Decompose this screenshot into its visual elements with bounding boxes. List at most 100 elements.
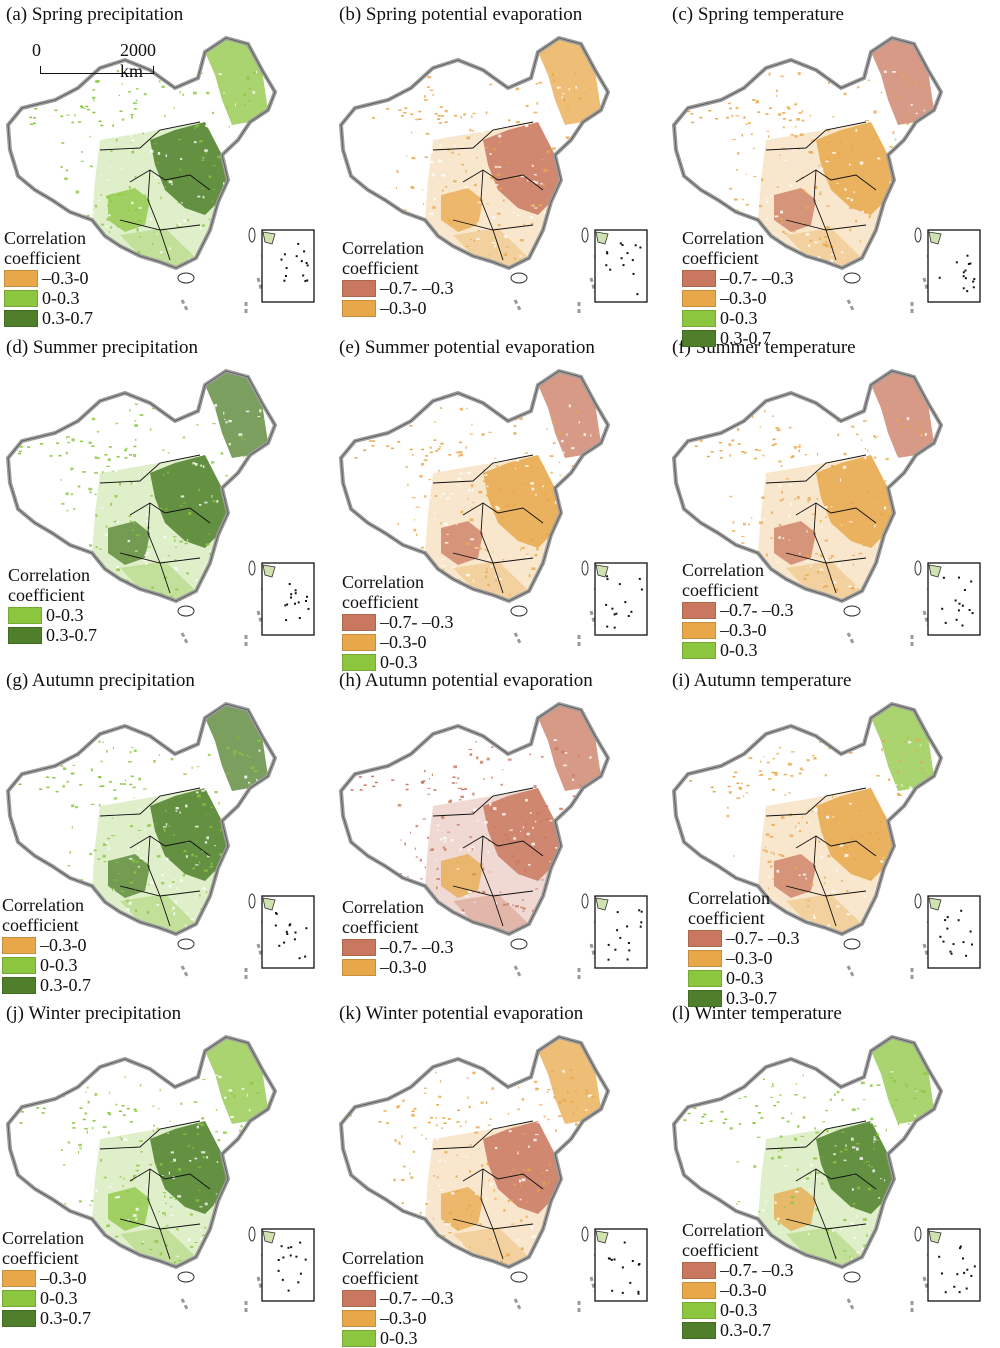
raster-pixel (788, 792, 791, 794)
raster-pixel (198, 1166, 201, 1168)
raster-pixel (815, 1208, 819, 1211)
raster-pixel (870, 877, 873, 880)
raster-pixel (467, 1085, 470, 1089)
raster-pixel (459, 1083, 464, 1086)
raster-pixel (214, 404, 218, 407)
raster-pixel (793, 446, 797, 448)
raster-pixel (121, 919, 123, 923)
raster-pixel (502, 769, 504, 771)
raster-pixel (94, 456, 98, 459)
raster-pixel (727, 461, 731, 463)
raster-pixel (101, 119, 105, 121)
raster-pixel (188, 1144, 190, 1147)
inset-island (290, 593, 293, 596)
raster-pixel (833, 581, 837, 584)
raster-pixel (811, 139, 815, 142)
raster-pixel (810, 883, 814, 887)
raster-pixel (220, 452, 224, 455)
raster-pixel (441, 1235, 446, 1237)
raster-pixel (383, 1110, 387, 1112)
raster-pixel (566, 555, 571, 557)
raster-pixel (134, 424, 138, 427)
raster-pixel (683, 1119, 687, 1121)
raster-pixel (200, 590, 204, 592)
raster-pixel (407, 876, 409, 878)
raster-pixel (204, 841, 208, 844)
raster-pixel (459, 472, 463, 475)
raster-pixel (877, 436, 879, 438)
raster-pixel (561, 159, 565, 162)
raster-pixel (589, 904, 591, 908)
raster-pixel (839, 1150, 843, 1153)
raster-pixel (19, 446, 23, 448)
raster-pixel (409, 464, 414, 466)
raster-pixel (117, 935, 121, 938)
raster-pixel (772, 438, 776, 441)
inset-island (302, 274, 305, 277)
raster-pixel (156, 792, 159, 796)
raster-pixel (541, 755, 544, 758)
raster-pixel (83, 108, 86, 110)
raster-pixel (564, 137, 566, 140)
raster-pixel (572, 1165, 575, 1168)
raster-pixel (878, 230, 883, 233)
raster-pixel (577, 1187, 580, 1190)
raster-pixel (229, 220, 233, 223)
raster-pixel (572, 774, 575, 777)
raster-pixel (836, 182, 839, 184)
raster-pixel (395, 187, 397, 190)
raster-pixel (767, 887, 770, 890)
raster-pixel (543, 836, 547, 839)
raster-pixel (495, 575, 498, 578)
raster-pixel (485, 1101, 488, 1104)
raster-pixel (735, 538, 740, 541)
raster-pixel (519, 417, 523, 420)
raster-pixel (906, 909, 911, 913)
raster-pixel (245, 509, 247, 512)
raster-pixel (808, 1144, 811, 1146)
raster-pixel (748, 757, 752, 759)
raster-pixel (108, 214, 111, 217)
legend-swatch (342, 653, 376, 671)
raster-pixel (510, 1223, 515, 1225)
raster-pixel (249, 473, 251, 476)
raster-pixel (838, 156, 840, 159)
raster-pixel (553, 813, 556, 816)
inset-island (278, 944, 281, 947)
region-boundary (129, 502, 211, 524)
inset-island (966, 1268, 969, 1271)
legend: Correlation coefficient –0.7- –0.3 –0.3-0 0-… (688, 888, 800, 1008)
raster-pixel (241, 177, 246, 179)
raster-pixel (471, 488, 474, 492)
raster-pixel (772, 789, 775, 791)
raster-pixel (251, 766, 255, 770)
raster-pixel (159, 251, 163, 254)
raster-pixel (788, 419, 792, 423)
raster-pixel (209, 573, 212, 575)
raster-pixel (824, 172, 829, 175)
raster-pixel (923, 1241, 925, 1244)
raster-pixel (237, 153, 240, 156)
raster-pixel (101, 223, 105, 226)
raster-pixel (119, 1176, 122, 1178)
raster-pixel (832, 815, 834, 818)
region-patch (441, 854, 483, 898)
raster-pixel (183, 404, 187, 408)
legend-item: –0.3-0 (682, 620, 794, 640)
legend-swatch (342, 1289, 376, 1307)
legend-label: –0.3-0 (380, 957, 427, 977)
scale-bar-distance: 2000 km (120, 40, 156, 81)
raster-pixel (820, 519, 822, 523)
raster-pixel (579, 520, 582, 523)
raster-pixel (507, 758, 512, 761)
raster-pixel (500, 1260, 504, 1263)
raster-pixel (867, 79, 871, 81)
raster-pixel (852, 1202, 856, 1205)
raster-pixel (588, 1214, 591, 1218)
raster-pixel (479, 538, 481, 540)
raster-pixel (848, 464, 850, 466)
raster-pixel (255, 1238, 259, 1241)
raster-pixel (815, 1115, 818, 1118)
raster-pixel (105, 226, 109, 228)
raster-pixel (922, 1207, 927, 1209)
